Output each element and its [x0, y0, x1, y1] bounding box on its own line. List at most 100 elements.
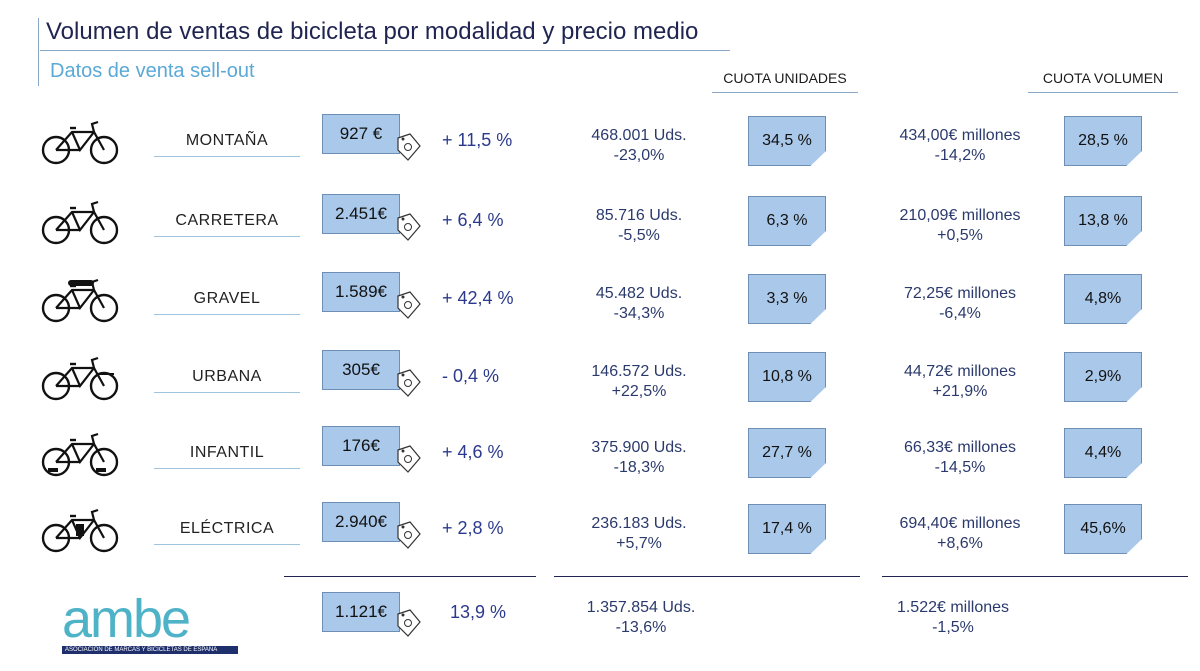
volume-change: -14,2% — [934, 147, 986, 164]
units-change: -18,3% — [613, 459, 665, 476]
logo-tagline: ASOCIACIÓN DE MARCAS Y BICICLETAS DE ESP… — [62, 646, 238, 654]
column-header-volume-share: CUOTA VOLUMEN — [1028, 70, 1178, 93]
price-value: 176€ — [342, 436, 380, 455]
total-price-change: 13,9 % — [450, 602, 507, 622]
kids-bike-icon — [38, 428, 122, 478]
volume-share: 4,8% — [1084, 290, 1122, 307]
units-share: 17,4 % — [762, 520, 812, 537]
price-tag-icon — [397, 133, 421, 161]
logo-wordmark: ambe — [62, 589, 191, 649]
total-volume-change: -1,5% — [932, 619, 974, 636]
price-tag-icon — [397, 291, 421, 319]
units-value: 45.482 Uds. — [595, 285, 683, 302]
price-tag-icon — [397, 521, 421, 549]
electric-bike-icon — [38, 504, 122, 554]
units-cell: 85.716 Uds. -5,5% — [574, 206, 704, 246]
units-share-box: 17,4 % — [748, 504, 826, 554]
price-tag-icon — [397, 369, 421, 397]
volume-share-box: 28,5 % — [1064, 116, 1142, 166]
units-value: 236.183 Uds. — [591, 515, 687, 532]
price-change: - 0,4 % — [442, 366, 500, 386]
price-box: 1.589€ — [322, 272, 400, 312]
price-box: 305€ — [322, 350, 400, 390]
volume-share-box: 13,8 % — [1064, 196, 1142, 246]
price-tag-icon — [397, 213, 421, 241]
units-change: -34,3% — [613, 305, 665, 322]
units-share: 27,7 % — [762, 444, 812, 461]
units-value: 375.900 Uds. — [591, 439, 687, 456]
units-share: 34,5 % — [762, 132, 812, 149]
volume-value: 66,33€ millones — [903, 439, 1017, 456]
ambe-logo: ambe ASOCIACIÓN DE MARCAS Y BICICLETAS D… — [62, 592, 238, 662]
price-change: + 11,5 % — [442, 130, 513, 150]
volume-change: +0,5% — [937, 227, 983, 244]
column-header-units-share: CUOTA UNIDADES — [712, 70, 858, 93]
volume-cell: 66,33€ millones -14,5% — [880, 438, 1040, 478]
separator-volume — [882, 576, 1188, 577]
units-change: -5,5% — [618, 227, 660, 244]
volume-cell: 72,25€ millones -6,4% — [880, 284, 1040, 324]
header-accent-line — [38, 18, 39, 86]
price-box: 2.940€ — [322, 502, 400, 542]
price-value: 305€ — [342, 360, 380, 379]
volume-change: +8,6% — [937, 535, 983, 552]
volume-cell: 210,09€ millones +0,5% — [880, 206, 1040, 246]
price-change: + 42,4 % — [442, 288, 514, 308]
units-share-box: 34,5 % — [748, 116, 826, 166]
volume-value: 44,72€ millones — [903, 363, 1017, 380]
total-units: 1.357.854 Uds. -13,6% — [576, 598, 706, 638]
volume-cell: 434,00€ millones -14,2% — [880, 126, 1040, 166]
units-change: +5,7% — [616, 535, 662, 552]
units-share-box: 27,7 % — [748, 428, 826, 478]
volume-share-box: 45,6% — [1064, 504, 1142, 554]
category-label: GRAVEL — [154, 290, 300, 315]
units-change: +22,5% — [611, 383, 667, 400]
gravel-bike-icon — [38, 274, 122, 324]
volume-share: 13,8 % — [1078, 212, 1128, 229]
price-value: 927 € — [339, 124, 383, 143]
units-value: 85.716 Uds. — [595, 207, 683, 224]
units-cell: 468.001 Uds. -23,0% — [574, 126, 704, 166]
units-value: 468.001 Uds. — [591, 127, 687, 144]
volume-change: -6,4% — [939, 305, 981, 322]
title-underline — [40, 50, 730, 51]
volume-value: 694,40€ millones — [899, 515, 1021, 532]
units-share-box: 3,3 % — [748, 274, 826, 324]
total-price: 1.121€ — [335, 602, 387, 621]
units-cell: 45.482 Uds. -34,3% — [574, 284, 704, 324]
page-title: Volumen de ventas de bicicleta por modal… — [46, 18, 699, 45]
units-value: 146.572 Uds. — [591, 363, 687, 380]
units-share: 10,8 % — [762, 368, 812, 385]
total-units-change: -13,6% — [615, 619, 667, 636]
city-bike-icon — [38, 352, 122, 402]
units-share: 6,3 % — [766, 212, 808, 229]
volume-share: 2,9% — [1084, 368, 1122, 385]
units-cell: 146.572 Uds. +22,5% — [574, 362, 704, 402]
price-change: + 6,4 % — [442, 210, 504, 230]
price-value: 2.940€ — [335, 512, 387, 531]
units-share-box: 6,3 % — [748, 196, 826, 246]
price-box: 927 € — [322, 114, 400, 154]
price-value: 2.451€ — [335, 204, 387, 223]
volume-cell: 694,40€ millones +8,6% — [880, 514, 1040, 554]
units-cell: 375.900 Uds. -18,3% — [574, 438, 704, 478]
units-share-box: 10,8 % — [748, 352, 826, 402]
volume-share-box: 2,9% — [1064, 352, 1142, 402]
price-change: + 4,6 % — [442, 442, 504, 462]
category-label: MONTAÑA — [154, 132, 300, 157]
price-box: 176€ — [322, 426, 400, 466]
volume-share: 4,4% — [1084, 444, 1122, 461]
price-change: + 2,8 % — [442, 518, 504, 538]
total-volume: 1.522€ millones -1,5% — [888, 598, 1018, 638]
price-box: 2.451€ — [322, 194, 400, 234]
volume-share-box: 4,8% — [1064, 274, 1142, 324]
volume-share: 45,6% — [1080, 520, 1126, 537]
mountain-bike-icon — [38, 116, 122, 166]
price-tag-icon — [397, 445, 421, 473]
category-label: URBANA — [154, 368, 300, 393]
separator-units — [554, 576, 860, 577]
total-price-box: 1.121€ — [322, 592, 400, 632]
volume-share: 28,5 % — [1078, 132, 1128, 149]
volume-value: 434,00€ millones — [899, 127, 1021, 144]
units-cell: 236.183 Uds. +5,7% — [574, 514, 704, 554]
